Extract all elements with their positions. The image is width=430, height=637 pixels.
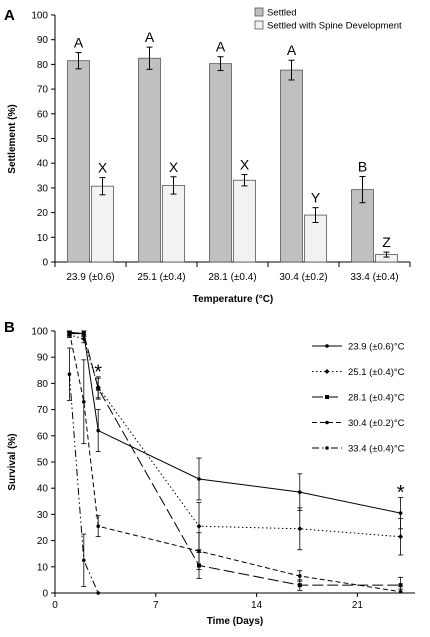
panel-b-ylabel: Survival (%)	[7, 433, 18, 490]
panel-a-significance-letter: X	[240, 157, 250, 173]
panel-a-bar	[67, 60, 90, 263]
panel-a-bar	[91, 185, 114, 263]
panel-b-x-tick-label: 0	[52, 600, 58, 611]
panel-b-data-point	[297, 526, 303, 532]
panel-a-bar	[280, 69, 303, 263]
panel-b-line-chart: Survival (%) Time (Days) 010203040506070…	[7, 327, 415, 627]
panel-a-y-tick-label: 20	[37, 208, 49, 219]
panel-b-legend-marker	[325, 395, 329, 399]
panel-a-ylabel: Settlement (%)	[7, 104, 18, 173]
panel-a-category-label: 33.4 (±0.4)	[350, 272, 398, 283]
panel-a-significance-letter: B	[358, 159, 367, 175]
panel-a-legend-swatch	[254, 20, 264, 30]
panel-a-category-label: 25.1 (±0.4)	[137, 272, 185, 283]
panel-a-significance-letter: X	[98, 160, 108, 176]
panel-a-y-tick-label: 30	[37, 183, 49, 194]
panel-b-data-point	[297, 583, 302, 588]
panel-b-legend-label: 23.9 (±0.6)°C	[348, 342, 405, 353]
panel-b-data-point	[398, 589, 403, 594]
panel-b-legend-label: 33.4 (±0.4)°C	[348, 444, 405, 455]
panel-b-data-point	[197, 549, 201, 553]
panel-a-bar	[162, 185, 185, 263]
panel-a-letter: A	[4, 7, 15, 24]
panel-a-y-tick-label: 100	[31, 11, 48, 22]
panel-b-legend-label: 28.1 (±0.4)°C	[348, 393, 405, 404]
panel-a-significance-letter: A	[74, 35, 84, 51]
panel-b-data-point	[96, 428, 100, 433]
panel-a-bar-chart: Settlement (%) Temperature (°C) 0 10 20 30 4…	[7, 7, 411, 305]
panel-b-x-tick-label: 7	[153, 600, 159, 611]
panel-b-series-line	[68, 332, 401, 593]
panel-a-significance-letter: A	[287, 42, 297, 58]
panel-b-series-line	[69, 331, 401, 514]
panel-a-y-tick-label: 10	[37, 233, 49, 244]
panel-a-significance-letter: Z	[382, 234, 391, 250]
panel-a-significance-letter: A	[216, 39, 226, 55]
panel-a-y-tick-label: 80	[37, 60, 49, 71]
panel-b-y-tick-label: 100	[31, 327, 48, 338]
panel-a-y-tick-label: 0	[42, 258, 48, 269]
panel-b-data-point	[67, 330, 72, 335]
panel-b-legend-marker	[325, 420, 329, 425]
panel-a-significance-letter: X	[169, 159, 179, 175]
panel-b-significance-star: *	[397, 482, 405, 504]
panel-b-data-point	[96, 591, 100, 595]
panel-b-significance-star: *	[94, 361, 102, 383]
panel-b-series-line	[69, 333, 401, 586]
panel-b-y-tick-label: 60	[37, 431, 49, 442]
panel-a-category-label: 28.1 (±0.4)	[208, 272, 256, 283]
panel-a-legend-label: Settled with Spine Development	[267, 21, 402, 32]
panel-a-y-tick-label: 40	[37, 159, 49, 170]
panel-b-legend-label: 30.4 (±0.2)°C	[348, 418, 405, 429]
panel-a-significance-letter: Y	[311, 190, 321, 206]
panel-b-y-tick-label: 70	[37, 405, 49, 416]
panel-b-data-point	[96, 524, 100, 528]
panel-b-y-tick-label: 80	[37, 379, 49, 390]
panel-b-xlabel: Time (Days)	[207, 616, 264, 627]
panel-b-data-point	[398, 583, 403, 588]
panel-b-data-point	[96, 386, 101, 391]
panel-b-y-tick-label: 30	[37, 510, 49, 521]
panel-a-y-tick-label: 90	[37, 35, 49, 46]
panel-b-y-tick-label: 40	[37, 484, 49, 495]
panel-b-letter: B	[4, 319, 15, 336]
panel-b-data-point	[298, 574, 302, 578]
panel-b-data-point	[398, 534, 404, 540]
panel-b-y-tick-label: 50	[37, 458, 49, 469]
panel-b-data-point	[196, 523, 202, 529]
panel-a-y-tick-label: 50	[37, 134, 49, 145]
panel-b-y-tick-label: 0	[42, 589, 48, 600]
panel-b-data-point	[197, 477, 201, 481]
panel-b-x-tick-label: 21	[352, 600, 364, 611]
panel-b-y-tick-label: 90	[37, 353, 49, 364]
panel-b-x-tick-label: 14	[251, 600, 263, 611]
panel-b-data-point	[81, 331, 86, 336]
panel-b-data-point	[398, 511, 403, 515]
panel-a-category-label: 23.9 (±0.6)	[66, 272, 114, 283]
panel-b-data-point	[82, 399, 86, 404]
panel-b-legend-marker	[325, 446, 329, 450]
panel-a-significance-letter: A	[145, 29, 155, 45]
panel-a-xlabel: Temperature (°C)	[193, 294, 274, 305]
panel-a-legend-label: Settled	[267, 8, 297, 19]
panel-b-legend-marker	[325, 344, 329, 348]
panel-b-data-point	[67, 372, 72, 377]
panel-a-y-tick-label: 70	[37, 85, 49, 96]
panel-b-legend-label: 25.1 (±0.4)°C	[348, 367, 405, 378]
panel-b-legend-marker	[324, 369, 330, 374]
panel-a-bar	[138, 57, 161, 263]
panel-b-data-point	[298, 490, 302, 494]
panel-a-category-label: 30.4 (±0.2)	[279, 272, 327, 283]
panel-b-data-point	[82, 558, 86, 563]
panel-a-legend-swatch	[254, 7, 264, 17]
panel-a-bar	[209, 63, 232, 263]
panel-a-bar	[233, 179, 256, 263]
panel-a-y-tick-label: 60	[37, 109, 49, 120]
panel-b-y-tick-label: 20	[37, 536, 49, 547]
panel-b-series-line	[69, 334, 401, 538]
panel-b-y-tick-label: 10	[37, 562, 49, 573]
